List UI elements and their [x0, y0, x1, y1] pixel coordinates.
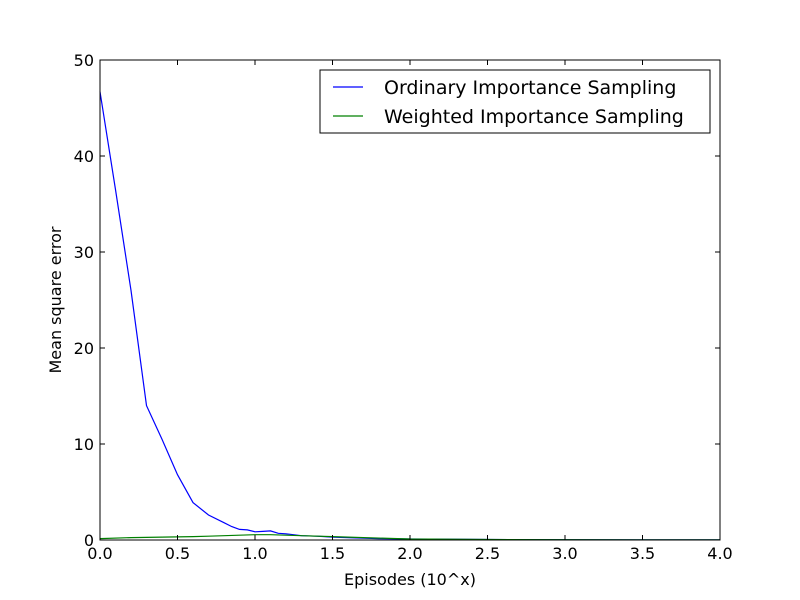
y-tick-label: 40 — [74, 147, 94, 166]
x-tick-label: 0.5 — [165, 544, 190, 563]
x-tick-label: 2.5 — [475, 544, 500, 563]
plot-area — [100, 60, 720, 540]
legend: Ordinary Importance Sampling Weighted Imp… — [319, 69, 711, 134]
x-tick-label: 4.0 — [707, 544, 732, 563]
y-tick-label: 50 — [74, 51, 94, 70]
x-tick-label: 3.5 — [630, 544, 655, 563]
x-axis-label: Episodes (10^x) — [344, 570, 476, 589]
y-tick-label: 30 — [74, 243, 94, 262]
y-tick-label: 0 — [84, 531, 94, 550]
y-tick-label: 10 — [74, 435, 94, 454]
tick-layer: 0.0 0.5 1.0 1.5 2.0 2.5 3.0 3.5 4.0 0 10 20 30 40 50 — [74, 51, 733, 563]
x-tick-label: 1.5 — [320, 544, 345, 563]
legend-label-1: Ordinary Importance Sampling — [384, 77, 676, 99]
x-tick-label: 1.0 — [242, 544, 267, 563]
legend-box — [319, 69, 711, 134]
legend-label-2: Weighted Importance Sampling — [384, 106, 684, 128]
x-tick-label: 0.0 — [87, 544, 112, 563]
y-tick-label: 20 — [74, 339, 94, 358]
y-axis-label: Mean square error — [46, 226, 65, 373]
x-tick-label: 3.0 — [552, 544, 577, 563]
x-tick-label: 2.0 — [397, 544, 422, 563]
